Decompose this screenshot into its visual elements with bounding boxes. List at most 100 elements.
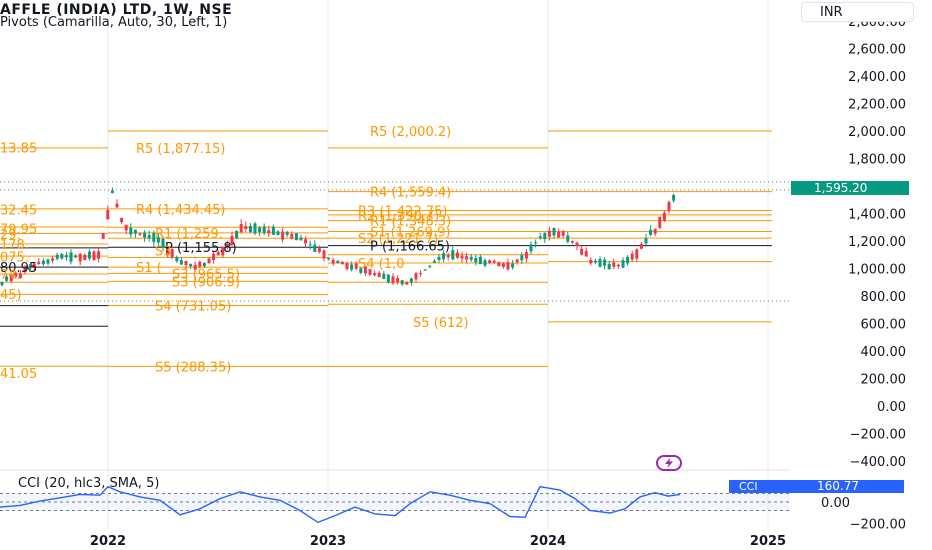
candle-body — [304, 239, 308, 244]
currency-selector[interactable]: INR — [801, 2, 914, 22]
candle-body — [124, 224, 128, 231]
pivot-label: 32.45 — [0, 203, 37, 218]
candle-body — [363, 266, 367, 274]
candle-body — [511, 263, 515, 268]
candle-body — [373, 273, 377, 276]
pivot-label: 178. — [0, 238, 29, 253]
candle-body — [138, 233, 142, 236]
cci-name-label: CCI — [739, 480, 758, 493]
cci-indicator-legend[interactable]: CCI (20, hlc3, SMA, 5) — [18, 476, 160, 491]
candle-body — [621, 260, 625, 268]
candle-body — [212, 253, 216, 260]
alert-button[interactable] — [656, 455, 682, 471]
candle-body — [538, 236, 542, 239]
candle-body — [147, 235, 151, 239]
candle-body — [570, 241, 574, 243]
price-axis-tick-label: 200.00 — [861, 373, 907, 388]
price-axis-tick-label: 1,800.00 — [848, 153, 906, 168]
candle-body — [262, 226, 266, 234]
pivot-label: S3 (965.5) — [172, 267, 240, 282]
candle-body — [345, 263, 349, 269]
price-axis-tick-label: −400.00 — [850, 455, 906, 470]
candle-body — [156, 237, 160, 243]
candle-body — [267, 230, 271, 234]
pivot-label: S3 (906.9) — [172, 275, 240, 290]
candle-body — [405, 282, 409, 285]
candle-body — [340, 262, 344, 265]
time-axis[interactable]: 2022 2023 2024 2025 — [90, 534, 786, 549]
time-axis-year-label: 2023 — [310, 534, 346, 549]
pivot-label: 80.95 — [0, 261, 37, 276]
pivot-label: S1 (1,269.9) — [370, 226, 450, 241]
candle-body — [239, 224, 243, 233]
time-axis-year-label: 2022 — [90, 534, 126, 549]
candle-body — [41, 260, 45, 265]
candle-body — [598, 259, 602, 267]
pivot-label: S1 ( — [136, 261, 162, 276]
pivot-label: R5 (1,877.15) — [136, 142, 225, 157]
candle-body — [446, 254, 450, 258]
pivot-label: 79.95 — [0, 223, 37, 238]
candle-body — [543, 232, 547, 240]
candle-body — [166, 248, 170, 255]
pivot-label: R2 (1,390.7) — [358, 209, 439, 224]
candle-body — [400, 280, 404, 285]
candle-body — [235, 230, 239, 239]
candle-body — [179, 260, 183, 265]
pivots-indicator-legend[interactable]: Pivots (Camarilla, Auto, 30, Left, 1) — [0, 15, 228, 30]
candle-body — [451, 250, 455, 260]
candle-body — [580, 248, 584, 255]
candle-body — [317, 248, 321, 252]
candle-body — [649, 229, 653, 235]
candle-body — [506, 262, 510, 270]
candle-body — [455, 252, 459, 258]
candle-body — [32, 263, 36, 268]
lightning-icon — [665, 458, 673, 468]
candle-body — [276, 231, 280, 235]
candle-body — [225, 244, 229, 248]
candle-body — [74, 255, 78, 258]
candle-body — [419, 272, 423, 274]
candle-body — [271, 226, 275, 235]
candle-body — [152, 232, 156, 243]
price-axis-tick-label: 2,600.00 — [848, 43, 906, 58]
price-axis[interactable]: 2,800.002,600.002,400.002,200.002,000.00… — [848, 15, 906, 470]
candle-body — [529, 244, 533, 252]
candle-body — [258, 227, 262, 233]
cci-line — [0, 485, 681, 524]
candle-body — [469, 256, 473, 260]
candle-body — [290, 233, 294, 239]
candle-body — [97, 251, 101, 259]
candle-body — [561, 231, 565, 236]
candle-body — [501, 263, 505, 267]
last-price-tag: 1,595.20 — [791, 181, 909, 195]
candle-body — [488, 260, 492, 263]
pivot-label: 45) — [0, 288, 22, 303]
candle-body — [575, 242, 579, 246]
candle-body — [534, 242, 538, 244]
candle-body — [193, 264, 197, 270]
candle-body — [202, 262, 206, 267]
pivot-label: R1 (1,348.3) — [370, 215, 451, 230]
candle-body — [557, 231, 561, 238]
candle-body — [14, 272, 18, 277]
price-axis-tick-label: 1,400.00 — [848, 208, 906, 223]
symbol-title[interactable]: AFFLE (INDIA) LTD, 1W, NSE — [0, 2, 233, 18]
candle-body — [87, 251, 91, 259]
candle-body — [442, 253, 446, 260]
price-axis-tick-label: 0.00 — [877, 400, 906, 415]
candle-body — [161, 238, 165, 248]
candle-body — [616, 264, 620, 267]
pivot-label: S2 (1,221.7) — [358, 232, 438, 247]
candle-body — [18, 273, 22, 279]
candle-body — [662, 212, 666, 221]
candle-body — [432, 260, 436, 263]
candle-body — [391, 276, 395, 284]
pivot-label: S5 (612) — [413, 316, 469, 331]
candle-body — [143, 232, 147, 238]
candle-body — [170, 249, 174, 258]
pivot-label: S3 — [155, 245, 172, 260]
pivot-label: 74. — [0, 268, 21, 283]
candle-body — [69, 252, 73, 262]
